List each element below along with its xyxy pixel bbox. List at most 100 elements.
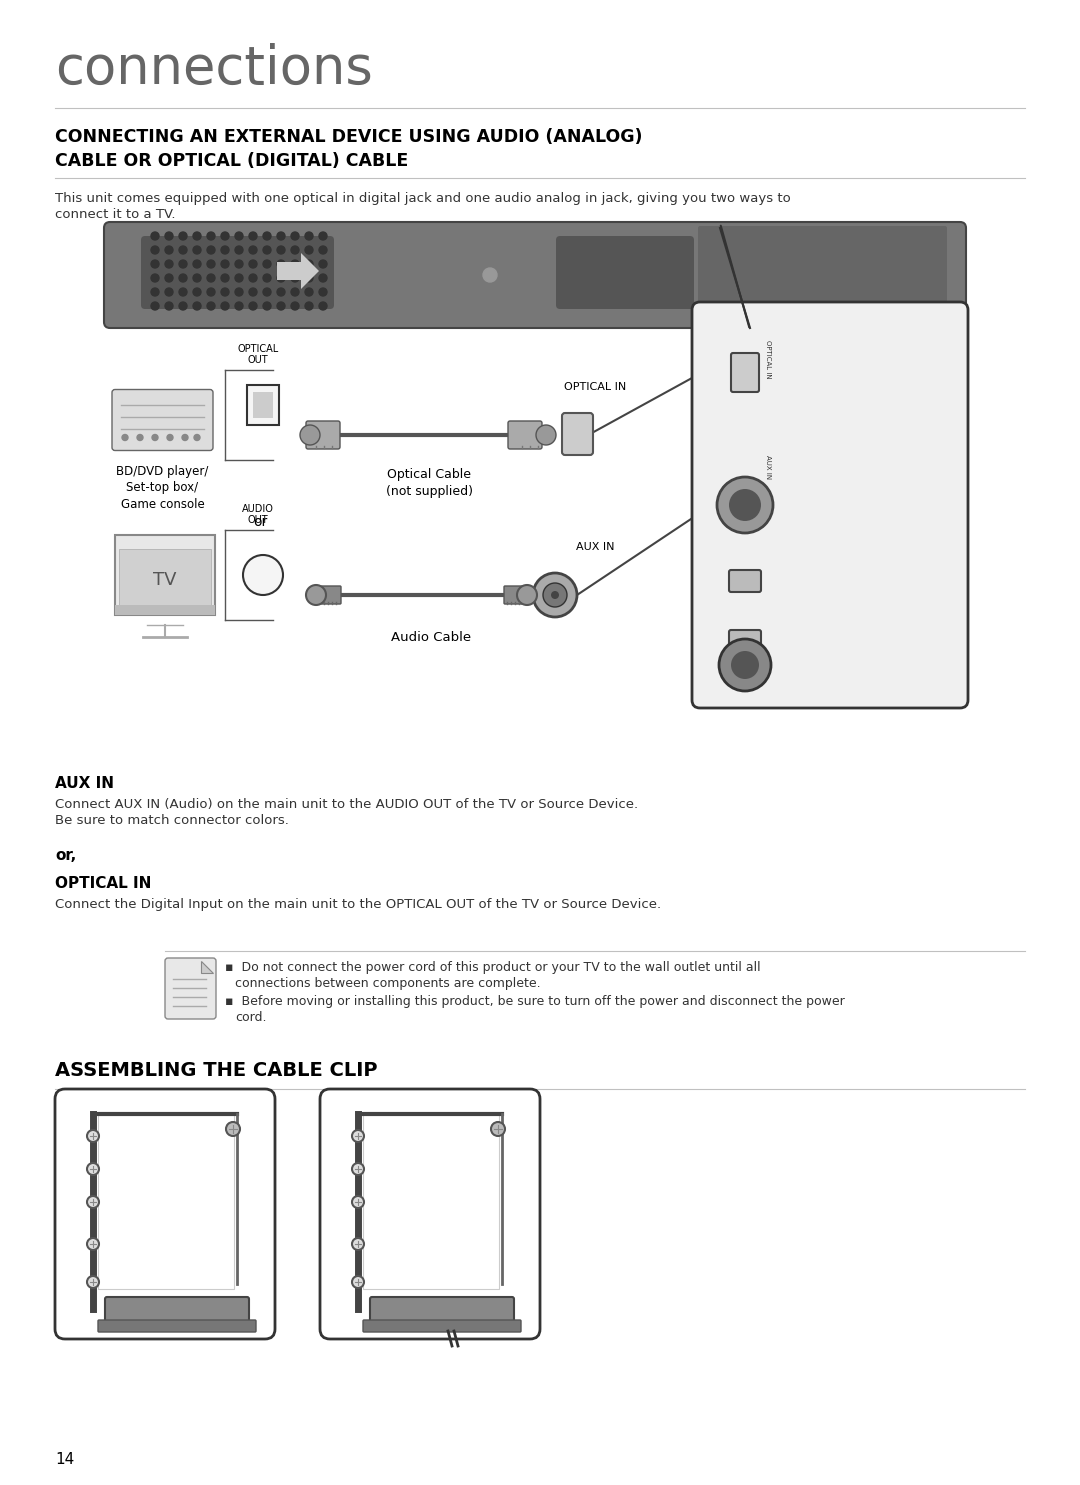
Circle shape xyxy=(249,247,257,254)
Circle shape xyxy=(151,288,159,296)
Polygon shape xyxy=(201,961,213,973)
Circle shape xyxy=(151,275,159,282)
Circle shape xyxy=(291,260,299,267)
Circle shape xyxy=(179,288,187,296)
Circle shape xyxy=(221,232,229,241)
Text: OPTICAL IN: OPTICAL IN xyxy=(765,340,771,379)
FancyBboxPatch shape xyxy=(98,1320,256,1332)
FancyBboxPatch shape xyxy=(370,1296,514,1323)
Text: or: or xyxy=(253,515,267,529)
Circle shape xyxy=(165,301,173,310)
Circle shape xyxy=(717,477,773,533)
Text: Be sure to match connector colors.: Be sure to match connector colors. xyxy=(55,814,288,827)
Circle shape xyxy=(87,1238,99,1250)
Circle shape xyxy=(87,1130,99,1142)
Circle shape xyxy=(264,260,271,267)
FancyBboxPatch shape xyxy=(556,236,694,309)
Bar xyxy=(253,392,273,417)
Text: OPTICAL
OUT: OPTICAL OUT xyxy=(238,345,279,365)
Circle shape xyxy=(207,288,215,296)
Circle shape xyxy=(165,260,173,267)
Circle shape xyxy=(235,247,243,254)
Circle shape xyxy=(207,301,215,310)
FancyBboxPatch shape xyxy=(306,422,340,448)
Circle shape xyxy=(165,275,173,282)
Text: This unit comes equipped with one optical in digital jack and one audio analog i: This unit comes equipped with one optica… xyxy=(55,192,791,205)
FancyBboxPatch shape xyxy=(692,301,968,708)
Circle shape xyxy=(235,232,243,241)
FancyBboxPatch shape xyxy=(119,549,211,610)
FancyBboxPatch shape xyxy=(508,422,542,448)
Circle shape xyxy=(193,247,201,254)
Circle shape xyxy=(193,301,201,310)
Circle shape xyxy=(151,247,159,254)
Circle shape xyxy=(87,1163,99,1175)
Circle shape xyxy=(151,260,159,267)
FancyBboxPatch shape xyxy=(729,570,761,593)
Circle shape xyxy=(151,301,159,310)
Circle shape xyxy=(534,573,577,616)
Circle shape xyxy=(235,301,243,310)
Text: AUDIO
OUT: AUDIO OUT xyxy=(242,505,274,526)
Circle shape xyxy=(291,247,299,254)
FancyBboxPatch shape xyxy=(731,353,759,392)
Text: ASSEMBLING THE CABLE CLIP: ASSEMBLING THE CABLE CLIP xyxy=(55,1060,378,1080)
Circle shape xyxy=(517,585,537,604)
Polygon shape xyxy=(276,252,319,290)
Circle shape xyxy=(194,435,200,441)
Circle shape xyxy=(352,1195,364,1207)
Circle shape xyxy=(276,260,285,267)
Circle shape xyxy=(249,275,257,282)
Circle shape xyxy=(179,260,187,267)
Text: OPTICAL IN: OPTICAL IN xyxy=(564,382,626,392)
Circle shape xyxy=(352,1238,364,1250)
Circle shape xyxy=(276,288,285,296)
Circle shape xyxy=(264,232,271,241)
Circle shape xyxy=(207,232,215,241)
Circle shape xyxy=(167,435,173,441)
FancyBboxPatch shape xyxy=(729,630,761,652)
Circle shape xyxy=(151,232,159,241)
Circle shape xyxy=(221,247,229,254)
Circle shape xyxy=(179,232,187,241)
Text: CABLE OR OPTICAL (DIGITAL) CABLE: CABLE OR OPTICAL (DIGITAL) CABLE xyxy=(55,151,408,169)
FancyBboxPatch shape xyxy=(165,958,216,1019)
FancyBboxPatch shape xyxy=(320,1089,540,1339)
Circle shape xyxy=(305,247,313,254)
Circle shape xyxy=(276,301,285,310)
Circle shape xyxy=(221,301,229,310)
Text: Connect AUX IN (Audio) on the main unit to the AUDIO OUT of the TV or Source Dev: Connect AUX IN (Audio) on the main unit … xyxy=(55,797,638,811)
Circle shape xyxy=(731,650,759,679)
Circle shape xyxy=(249,260,257,267)
Bar xyxy=(114,604,215,615)
Circle shape xyxy=(352,1130,364,1142)
FancyBboxPatch shape xyxy=(562,413,593,454)
Circle shape xyxy=(179,275,187,282)
Circle shape xyxy=(319,247,327,254)
Circle shape xyxy=(122,435,129,441)
Circle shape xyxy=(306,585,326,604)
FancyBboxPatch shape xyxy=(55,1089,275,1339)
Circle shape xyxy=(249,288,257,296)
Circle shape xyxy=(235,288,243,296)
FancyBboxPatch shape xyxy=(363,1320,521,1332)
FancyBboxPatch shape xyxy=(114,535,215,615)
Text: Optical Cable
(not supplied): Optical Cable (not supplied) xyxy=(386,468,473,497)
Circle shape xyxy=(319,301,327,310)
Circle shape xyxy=(264,301,271,310)
Text: BD/DVD player/
Set-top box/
Game console: BD/DVD player/ Set-top box/ Game console xyxy=(117,465,208,511)
Circle shape xyxy=(291,232,299,241)
Circle shape xyxy=(291,288,299,296)
Circle shape xyxy=(193,260,201,267)
Text: CONNECTING AN EXTERNAL DEVICE USING AUDIO (ANALOG): CONNECTING AN EXTERNAL DEVICE USING AUDI… xyxy=(55,128,643,146)
Text: 14: 14 xyxy=(55,1452,75,1467)
Text: ▪  Do not connect the power cord of this product or your TV to the wall outlet u: ▪ Do not connect the power cord of this … xyxy=(225,961,760,974)
Circle shape xyxy=(719,639,771,691)
Circle shape xyxy=(729,489,761,521)
Circle shape xyxy=(193,275,201,282)
Circle shape xyxy=(536,425,556,446)
FancyBboxPatch shape xyxy=(363,1114,499,1289)
Circle shape xyxy=(193,232,201,241)
Text: connections: connections xyxy=(55,43,373,95)
Circle shape xyxy=(276,232,285,241)
